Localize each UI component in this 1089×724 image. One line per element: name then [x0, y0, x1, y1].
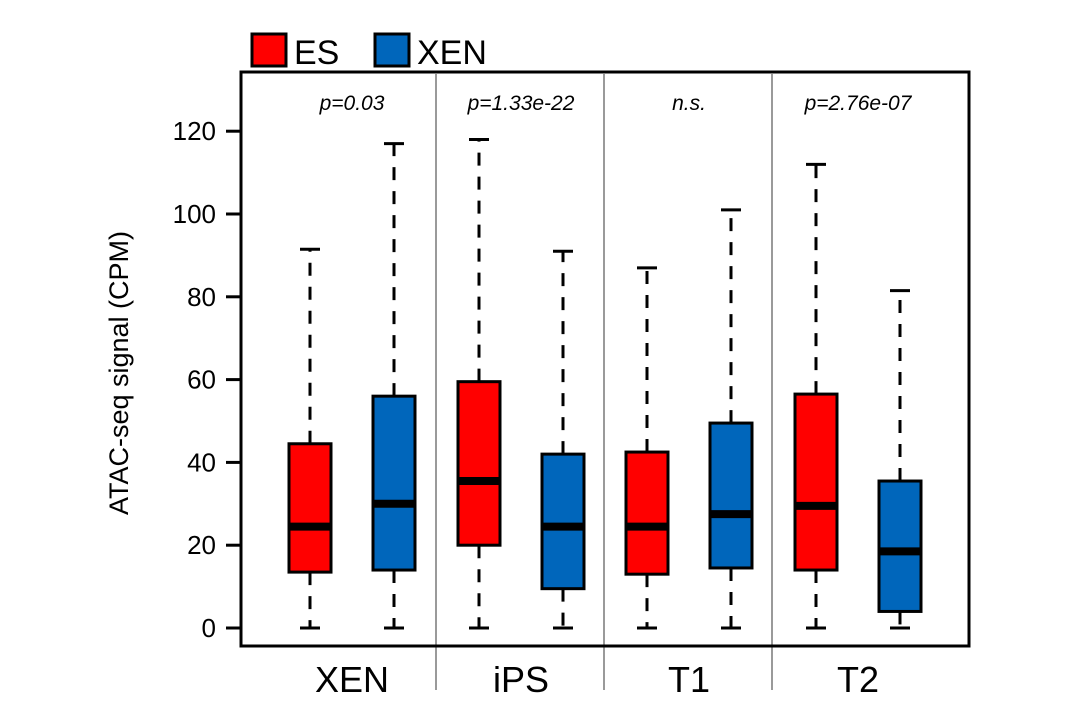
- y-axis: 0 20 40 60 80 100 120: [173, 116, 241, 643]
- legend: ES XEN: [250, 32, 487, 72]
- box-iqr: [371, 394, 417, 572]
- box-iqr: [793, 392, 839, 572]
- p-value-annotations: p=0.03 p=1.33e-22 n.s. p=2.76e-07: [319, 92, 913, 115]
- box-iqr: [624, 450, 670, 576]
- box-iqr: [877, 479, 923, 613]
- group-label: T2: [837, 659, 879, 700]
- group-label: iPS: [493, 659, 549, 700]
- legend-swatch-es: [250, 32, 288, 68]
- boxes: [287, 137, 923, 630]
- p-value-annotation: p=0.03: [319, 92, 385, 115]
- group-label: T1: [668, 659, 710, 700]
- box-es: [287, 247, 333, 630]
- box-iqr: [540, 452, 586, 591]
- plot-frame: [239, 70, 971, 648]
- box-xen: [540, 249, 586, 630]
- p-value-annotation: p=1.33e-22: [467, 92, 575, 115]
- group-separators: [435, 74, 773, 690]
- legend-label-es: ES: [294, 34, 339, 72]
- group-label: XEN: [315, 659, 389, 700]
- box-xen: [877, 289, 923, 630]
- box-iqr: [456, 380, 502, 547]
- box-iqr: [708, 421, 754, 570]
- box-es: [624, 266, 670, 630]
- legend-swatch-xen: [373, 32, 411, 68]
- box-xen: [708, 208, 754, 630]
- y-axis-title: ATAC-seq signal (CPM): [104, 231, 134, 515]
- y-tick-label: 120: [173, 116, 216, 146]
- box-es: [793, 162, 839, 630]
- y-tick-label: 100: [173, 199, 216, 229]
- y-tick-label: 0: [202, 613, 216, 643]
- box-xen: [371, 142, 417, 630]
- box-es: [456, 137, 502, 630]
- p-value-annotation: p=2.76e-07: [804, 92, 913, 115]
- y-tick-label: 40: [187, 447, 216, 477]
- y-tick-label: 60: [187, 365, 216, 395]
- y-tick-label: 20: [187, 530, 216, 560]
- p-value-annotation: n.s.: [672, 92, 706, 115]
- legend-label-xen: XEN: [417, 34, 487, 72]
- box-iqr: [287, 442, 333, 574]
- y-tick-label: 80: [187, 282, 216, 312]
- group-labels: XEN iPS T1 T2: [315, 659, 879, 700]
